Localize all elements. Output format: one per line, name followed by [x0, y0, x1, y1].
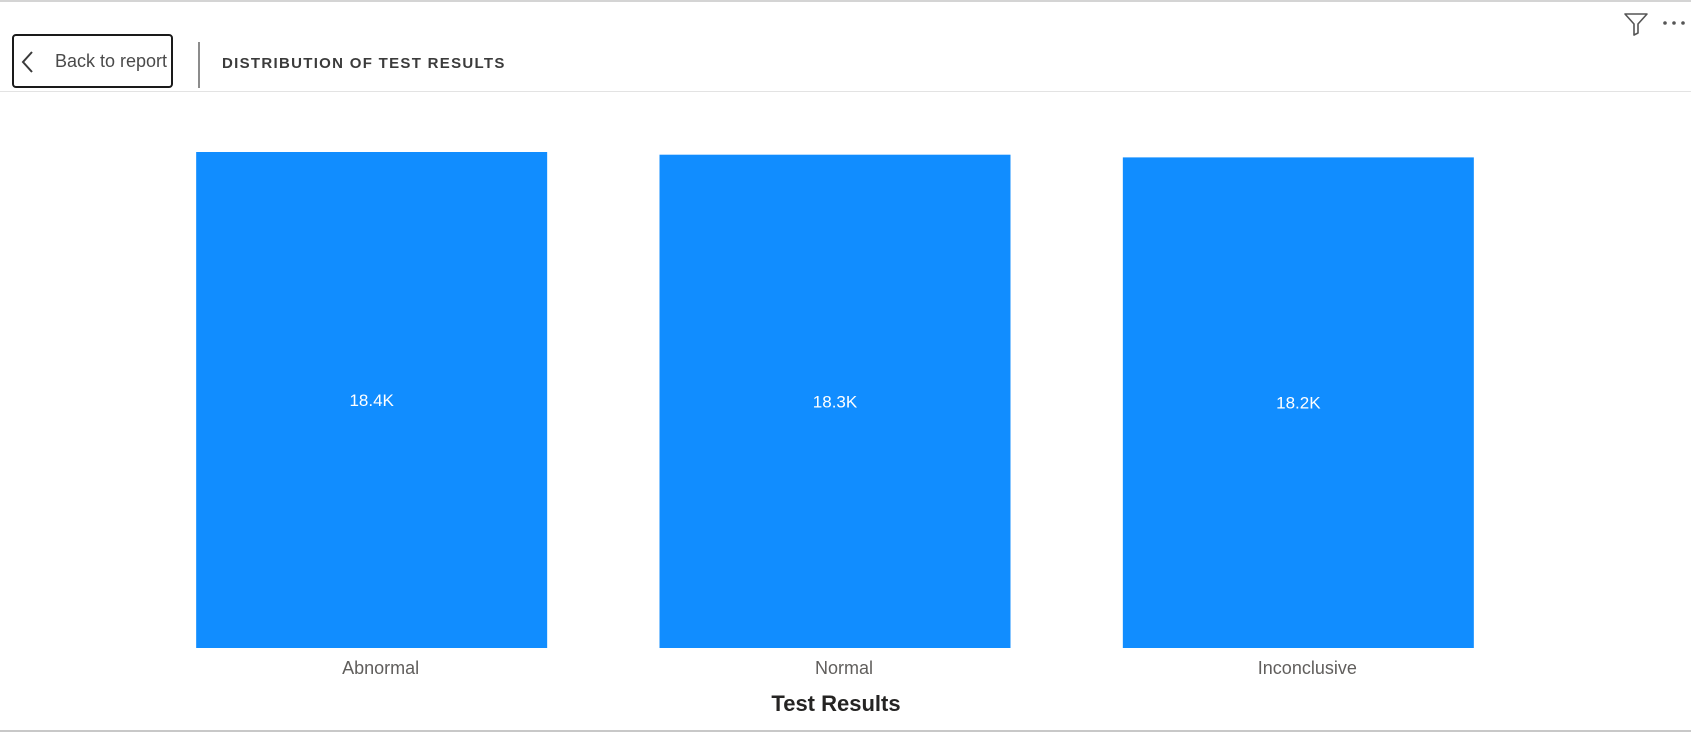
- back-button-label: Back to report: [55, 51, 168, 71]
- header-divider: [198, 42, 200, 88]
- filter-icon[interactable]: [1622, 10, 1650, 38]
- x-tick-label-normal: Normal: [815, 658, 873, 678]
- bar-inconclusive[interactable]: [1122, 157, 1474, 648]
- x-axis-title: Test Results: [771, 691, 900, 716]
- back-to-report-button[interactable]: Back to report: [12, 34, 173, 88]
- bar-normal[interactable]: [659, 154, 1011, 648]
- data-label-inconclusive: 18.2K: [1276, 394, 1321, 413]
- bar-chart: 18.4K Abnormal 18.3K Normal 18.2K Inconclusiv…: [0, 92, 1691, 728]
- chart-canvas: 18.4K Abnormal 18.3K Normal 18.2K Inconclusiv…: [196, 152, 1474, 716]
- x-tick-label-abnormal: Abnormal: [342, 658, 419, 678]
- chevron-left-icon: [21, 51, 33, 73]
- data-label-abnormal: 18.4K: [349, 391, 394, 410]
- data-label-normal: 18.3K: [813, 392, 858, 411]
- page-title: DISTRIBUTION OF TEST RESULTS: [222, 55, 506, 72]
- x-tick-label-inconclusive: Inconclusive: [1258, 658, 1357, 678]
- window-bottom-border: [0, 730, 1691, 732]
- bar-abnormal[interactable]: [196, 152, 548, 648]
- page-header: Back to report DISTRIBUTION OF TEST RESU…: [0, 2, 1691, 92]
- window-top-border: [0, 0, 1691, 2]
- more-options-icon[interactable]: [1660, 10, 1688, 36]
